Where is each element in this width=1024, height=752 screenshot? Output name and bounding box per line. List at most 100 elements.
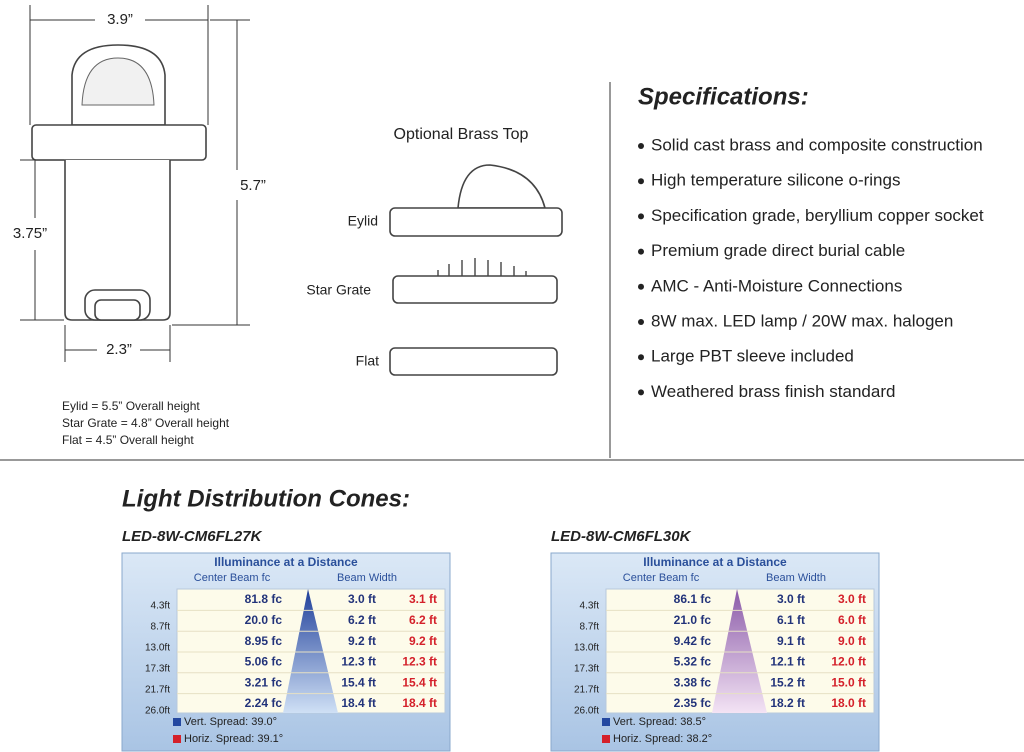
bullet xyxy=(638,354,644,361)
spec-item: Solid cast brass and composite construct… xyxy=(651,135,983,154)
note: Star Grate = 4.8” Overall height xyxy=(62,416,230,430)
note: Eylid = 5.5” Overall height xyxy=(62,399,200,413)
table-cell: 12.1 ft xyxy=(770,655,805,669)
column-header: Center Beam fc xyxy=(194,572,271,584)
table-cell: 9.1 ft xyxy=(777,634,805,648)
bullet xyxy=(638,143,644,149)
distance-label: 4.3ft xyxy=(151,601,171,612)
table-cell: 9.2 ft xyxy=(409,634,437,648)
distance-label: 8.7ft xyxy=(151,622,171,633)
table-cell: 18.2 ft xyxy=(770,696,805,710)
option-label: Flat xyxy=(356,353,379,369)
column-header: Beam Width xyxy=(766,572,826,584)
table-cell: 12.3 ft xyxy=(341,655,376,669)
distance-label: 26.0ft xyxy=(574,706,599,717)
top-options: Optional Brass Top Eylid Star Grate Flat xyxy=(306,126,563,376)
table-cell: 6.1 ft xyxy=(777,613,805,627)
spec-item: Weathered brass finish standard xyxy=(651,382,895,401)
panel-title: Illuminance at a Distance xyxy=(643,555,787,569)
panel-title: Illuminance at a Distance xyxy=(214,555,358,569)
lamp-drawing: 3.9” 5.7” 3.75” 2.3” xyxy=(13,5,266,362)
beam-cone xyxy=(712,589,767,713)
distance-label: 13.0ft xyxy=(574,643,599,654)
table-cell: 15.4 ft xyxy=(402,675,437,689)
table-cell: 3.38 fc xyxy=(674,675,712,689)
cones-title: Light Distribution Cones: xyxy=(122,485,410,512)
table-cell: 5.06 fc xyxy=(245,655,283,669)
table-cell: 18.0 ft xyxy=(831,696,866,710)
distance-label: 4.3ft xyxy=(580,601,600,612)
specs-title: Specifications: xyxy=(638,83,809,110)
table-cell: 12.0 ft xyxy=(831,655,866,669)
bullet xyxy=(638,213,644,220)
note: Flat = 4.5” Overall height xyxy=(62,433,194,447)
legend-swatch xyxy=(173,718,181,726)
table-cell: 9.42 fc xyxy=(674,634,712,648)
beam-cone xyxy=(283,589,338,713)
table-cell: 12.3 ft xyxy=(402,655,437,669)
table-cell: 3.0 ft xyxy=(777,592,805,606)
model-name: LED-8W-CM6FL27K xyxy=(122,528,263,545)
table-cell: 9.2 ft xyxy=(348,634,376,648)
spec-item: Specification grade, beryllium copper so… xyxy=(651,206,984,225)
spec-item: Premium grade direct burial cable xyxy=(651,241,905,260)
distance-label: 21.7ft xyxy=(574,685,599,696)
column-header: Beam Width xyxy=(337,572,397,584)
table-cell: 3.21 fc xyxy=(245,675,283,689)
table-cell: 6.2 ft xyxy=(348,613,376,627)
base-dim: 2.3” xyxy=(106,341,132,358)
legend-text: Horiz. Spread: 38.2° xyxy=(613,733,712,745)
table-cell: 15.0 ft xyxy=(831,675,866,689)
bullet xyxy=(638,319,644,325)
distance-label: 17.3ft xyxy=(145,664,170,675)
table-cell: 3.0 ft xyxy=(348,592,376,606)
height-notes: Eylid = 5.5” Overall height Star Grate = … xyxy=(62,399,230,447)
distance-label: 17.3ft xyxy=(574,664,599,675)
table-cell: 21.0 fc xyxy=(674,613,712,627)
option-label: Eylid xyxy=(348,213,378,229)
table-cell: 8.95 fc xyxy=(245,634,283,648)
spec-item: 8W max. LED lamp / 20W max. halogen xyxy=(651,311,953,330)
legend-text: Vert. Spread: 38.5° xyxy=(613,716,706,728)
distance-label: 8.7ft xyxy=(580,622,600,633)
spec-item: AMC - Anti-Moisture Connections xyxy=(651,276,902,295)
spec-item: Large PBT sleeve included xyxy=(651,347,854,366)
bullet xyxy=(638,248,644,255)
table-cell: 2.24 fc xyxy=(245,696,283,710)
bullet xyxy=(638,389,644,396)
legend-swatch xyxy=(602,718,610,726)
table-cell: 81.8 fc xyxy=(245,592,283,606)
cone-chart: LED-8W-CM6FL30K Illuminance at a Distance… xyxy=(550,528,880,752)
spec-item: High temperature silicone o-rings xyxy=(651,171,900,190)
bullet xyxy=(638,283,644,290)
column-header: Center Beam fc xyxy=(623,572,700,584)
model-name: LED-8W-CM6FL30K xyxy=(551,528,692,545)
height-dim: 5.7” xyxy=(240,177,266,194)
table-cell: 15.4 ft xyxy=(341,675,376,689)
table-cell: 9.0 ft xyxy=(838,634,866,648)
table-cell: 2.35 fc xyxy=(674,696,712,710)
option-label: Star Grate xyxy=(306,282,371,298)
table-cell: 5.32 fc xyxy=(674,655,712,669)
legend-text: Horiz. Spread: 39.1° xyxy=(184,733,283,745)
cone-chart: LED-8W-CM6FL27K Illuminance at a Distance… xyxy=(121,528,451,752)
bullet xyxy=(638,178,644,185)
table-cell: 86.1 fc xyxy=(674,592,712,606)
table-cell: 6.0 ft xyxy=(838,613,866,627)
distance-label: 21.7ft xyxy=(145,685,170,696)
sleeve-dim: 3.75” xyxy=(13,225,47,242)
table-cell: 18.4 ft xyxy=(402,696,437,710)
options-title: Optional Brass Top xyxy=(394,126,529,143)
legend-swatch xyxy=(173,735,181,743)
table-cell: 6.2 ft xyxy=(409,613,437,627)
distance-label: 26.0ft xyxy=(145,706,170,717)
legend-swatch xyxy=(602,735,610,743)
legend-text: Vert. Spread: 39.0° xyxy=(184,716,277,728)
distance-label: 13.0ft xyxy=(145,643,170,654)
table-cell: 15.2 ft xyxy=(770,675,805,689)
table-cell: 3.0 ft xyxy=(838,592,866,606)
width-dim: 3.9” xyxy=(107,11,133,28)
cone-charts: LED-8W-CM6FL27K Illuminance at a Distance… xyxy=(121,528,880,752)
